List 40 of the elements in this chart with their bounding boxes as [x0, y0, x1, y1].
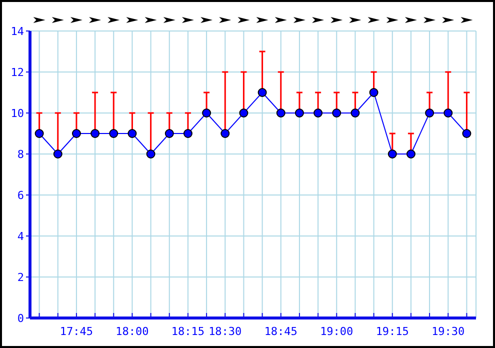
x-tick-label: 19:15: [376, 324, 409, 338]
point: [462, 129, 472, 138]
point: [128, 129, 137, 138]
x-tick-label: 19:00: [320, 324, 354, 338]
y-tick-label: 12: [10, 66, 24, 79]
point: [146, 150, 156, 158]
point: [294, 108, 304, 118]
y-tick-label: 6: [17, 188, 24, 202]
point: [183, 129, 192, 138]
y-tick-label: 8: [17, 148, 24, 161]
x-tick-label: 18:15: [171, 324, 205, 338]
y-tick-label: 10: [10, 106, 24, 120]
point: [72, 129, 81, 138]
point: [425, 108, 434, 118]
x-tick-label: 19:30: [432, 324, 465, 338]
point: [332, 108, 342, 118]
point: [444, 108, 453, 118]
point: [350, 108, 360, 118]
point: [239, 108, 248, 118]
y-tick-label: 2: [17, 270, 24, 284]
point: [388, 150, 397, 158]
point: [276, 108, 286, 118]
point: [90, 129, 100, 138]
point: [258, 88, 267, 97]
y-tick-label: 14: [10, 24, 24, 38]
point: [164, 129, 174, 138]
point: [314, 108, 323, 118]
x-tick-label: 17:45: [60, 324, 94, 338]
point: [369, 88, 378, 97]
x-tick-label: 18:45: [264, 324, 298, 338]
y-tick-label: 0: [17, 312, 24, 325]
point: [202, 108, 212, 118]
y-tick-label: 4: [17, 230, 24, 243]
point: [53, 150, 62, 158]
point: [220, 129, 230, 138]
point: [406, 150, 416, 158]
point: [109, 129, 118, 138]
point: [34, 129, 44, 138]
x-tick-label: 18:00: [116, 324, 149, 338]
x-tick-label: 18:30: [208, 324, 242, 338]
